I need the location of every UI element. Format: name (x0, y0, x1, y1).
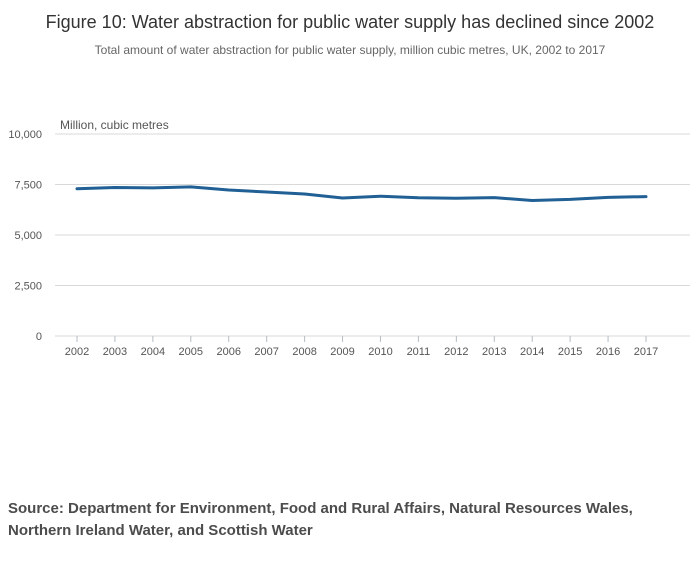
source-text: Source: Department for Environment, Food… (8, 500, 633, 539)
x-axis-tick-label: 2013 (482, 346, 506, 358)
page-title: Figure 10: Water abstraction for public … (45, 12, 655, 32)
x-axis-tick-label: 2009 (330, 346, 354, 358)
x-axis-tick-label: 2006 (216, 346, 240, 358)
x-axis-tick-label: 2002 (65, 346, 89, 358)
line-chart: 0 2,500 5,000 7,500 10,000 Million, cubic met… (8, 118, 690, 358)
y-axis-tick-label: 10,000 (8, 129, 42, 141)
y-axis-tick-label: 0 (36, 331, 42, 343)
x-axis-tick-label: 2004 (141, 346, 165, 358)
x-axis-tick-label: 2012 (444, 346, 468, 358)
x-axis-tick-label: 2011 (407, 346, 431, 358)
x-axis-tick-label: 2003 (103, 346, 127, 358)
y-axis-tick-label: 5,000 (14, 230, 42, 242)
chart-area: 0 2,500 5,000 7,500 10,000 Million, cubic met… (0, 99, 700, 374)
x-axis-tick-label: 2005 (179, 346, 203, 358)
x-axis-tick-label: 2008 (292, 346, 316, 358)
y-axis-tick-label: 2,500 (14, 280, 42, 292)
x-axis-tick-label: 2010 (368, 346, 392, 358)
unit-label: Million, cubic metres (60, 118, 169, 132)
x-axis-tick-label: 2014 (520, 346, 544, 358)
x-axis-tick-label: 2017 (634, 346, 658, 358)
data-line (75, 185, 648, 202)
x-axis-tick-label: 2016 (596, 346, 620, 358)
page: { "header": { "title": "Figure 10: Water… (0, 10, 700, 584)
y-axis-tick-label: 7,500 (14, 179, 42, 191)
page-subtitle: Total amount of water abstraction for pu… (94, 43, 606, 57)
x-axis-tick-label: 2007 (254, 346, 278, 358)
x-axis-tick-label: 2015 (558, 346, 582, 358)
